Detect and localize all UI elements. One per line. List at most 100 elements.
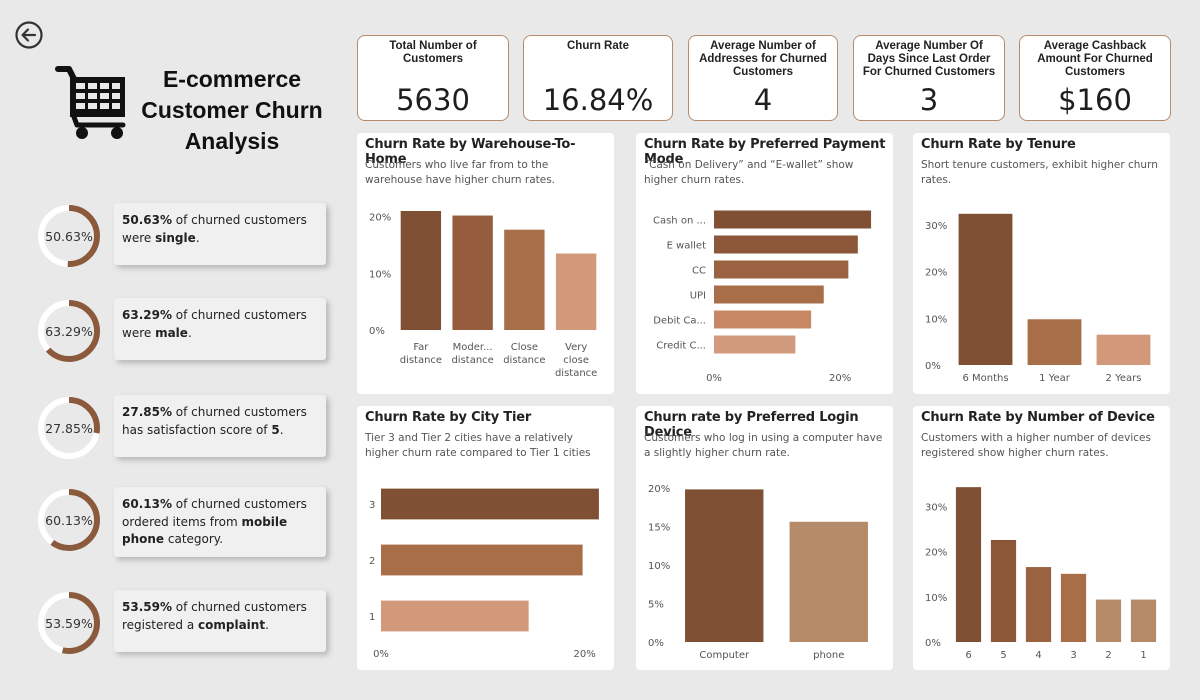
ring-progress [38, 592, 100, 654]
y-tick-label: 10% [925, 314, 947, 325]
chart-subtitle: Tier 3 and Tier 2 cities have a relative… [365, 432, 591, 459]
stat-tail: category. [164, 532, 224, 546]
chart-payment: Cash on ... E wallet CC UPI Debit Ca... Credi… [653, 210, 872, 384]
bar[interactable] [1027, 319, 1082, 365]
chart-panel-city: Churn Rate by City Tier Tier 3 and Tier … [357, 406, 614, 670]
bar[interactable] [714, 260, 849, 279]
x-tick-label: Moder... distance [451, 342, 493, 366]
stat-bold: single [155, 230, 196, 245]
ring-progress [38, 300, 100, 362]
x-tick-label: Close distance [503, 342, 545, 366]
bar[interactable] [1096, 334, 1151, 365]
stat-tail: . [279, 422, 284, 437]
chart-subtitle: Customers who log in using a computer ha… [644, 432, 883, 459]
y-tick-label: 0% [369, 326, 385, 337]
x-tick-label: 2 [1105, 650, 1111, 661]
x-tick-label: Computer [699, 650, 750, 661]
kpi-card-churn-rate: Churn Rate 16.84% [523, 35, 673, 121]
y-tick-label: 1 [369, 612, 375, 623]
chart-subtitle: Customers who live far from to the wareh… [365, 159, 556, 186]
y-tick-label: Cash on ... [653, 216, 706, 227]
ring-percent: 53.59% [45, 615, 93, 631]
chart-panel-tenure: Churn Rate by Tenure Short tenure custom… [913, 133, 1170, 394]
bar[interactable] [1060, 573, 1087, 642]
bar[interactable] [381, 488, 599, 520]
bar[interactable] [714, 335, 796, 354]
bar[interactable] [1130, 599, 1157, 642]
y-tick-label: 20% [648, 484, 670, 495]
kpi-card-total-customers: Total Number of Customers 5630 [357, 35, 509, 121]
kpi-card-days-since-order: Average Number Of Days Since Last Order … [853, 35, 1005, 121]
bar[interactable] [555, 253, 597, 331]
y-tick-label: 3 [369, 500, 375, 511]
x-tick-label: phone [813, 650, 844, 661]
y-tick-label: 0% [925, 638, 941, 649]
ring-percent: 27.85% [45, 420, 93, 436]
kpi-label: Average Number Of Days Since Last Order … [862, 40, 996, 78]
chart-title: Churn Rate by Preferred Payment Mode [644, 137, 886, 167]
title-line: E-commerce [162, 66, 302, 92]
kpi-card-avg-cashback: Average Cashback Amount For Churned Cust… [1019, 35, 1171, 121]
shopping-cart-icon [55, 66, 126, 139]
bar[interactable] [958, 213, 1013, 365]
stat-tail: . [195, 230, 200, 245]
stat-bold: mobile phone [122, 514, 288, 547]
ring-progress [38, 397, 100, 459]
donut-ring [38, 397, 100, 459]
kpi-value: 4 [753, 83, 773, 117]
y-tick-label: 10% [925, 593, 947, 604]
chart-subtitle: Short tenure customers, exhibit higher c… [921, 159, 1158, 186]
stat-bold: 5 [271, 422, 280, 437]
y-tick-label: 0% [925, 361, 941, 372]
bar[interactable] [789, 521, 868, 642]
stat-card: 60.13% of churned customers ordered item… [114, 487, 326, 557]
stat-text: of churned customers ordered items from [122, 497, 307, 529]
bar[interactable] [452, 215, 493, 330]
y-tick-label: 5% [648, 599, 664, 610]
stat-lead: 63.29% [122, 308, 172, 322]
bar[interactable] [714, 210, 872, 229]
stat-bold: complaint [198, 617, 266, 632]
x-tick-label: 2 Years [1106, 373, 1142, 384]
chart-subtitle: “Cash on Delivery” and “E-wallet” show h… [644, 159, 854, 186]
chart-subtitle: Customers with a higher number of device… [921, 432, 1151, 459]
y-tick-label: 2 [369, 556, 375, 567]
bar[interactable] [714, 310, 812, 329]
kpi-label: Churn Rate [567, 40, 629, 52]
bar[interactable] [504, 229, 545, 330]
y-tick-label: 10% [648, 561, 670, 572]
y-tick-label: Credit C... [656, 341, 706, 352]
kpi-value: 3 [919, 83, 939, 117]
chart-title: Churn Rate by Number of Device [921, 410, 1155, 425]
x-tick-label: 20% [829, 373, 851, 384]
x-tick-label: 6 Months [962, 373, 1008, 384]
bar[interactable] [381, 544, 583, 576]
page-title: E-commerce Customer Churn Analysis [132, 64, 332, 157]
bar[interactable] [955, 487, 982, 642]
chart-title: Churn Rate by Tenure [921, 137, 1076, 152]
stat-row-complaint: 53.59% 53.59% of churned customers regis… [36, 590, 336, 662]
stat-lead: 27.85% [122, 405, 172, 419]
stat-card: 53.59% of churned customers registered a… [114, 590, 326, 652]
chart-warehouse: 0% 10% 20% Far distance Moder... distance Close… [369, 211, 597, 379]
stat-text: of churned customers registered a [122, 600, 307, 632]
y-tick-label: 10% [369, 269, 391, 280]
y-tick-label: 0% [648, 638, 664, 649]
ring-progress [38, 205, 100, 267]
bar[interactable] [685, 489, 764, 642]
ring-percent: 50.63% [45, 228, 93, 244]
y-tick-label: 20% [925, 268, 947, 279]
chart-login: 0% 5% 10% 15% 20% Computer phone [648, 484, 868, 661]
bar[interactable] [381, 600, 529, 632]
bar[interactable] [1095, 599, 1122, 642]
bar[interactable] [714, 235, 858, 254]
kpi-card-avg-addresses: Average Number of Addresses for Churned … [688, 35, 838, 121]
bar[interactable] [400, 211, 442, 330]
stat-lead: 60.13% [122, 497, 172, 511]
bar[interactable] [1025, 567, 1052, 642]
bar[interactable] [714, 285, 824, 304]
x-tick-label: Far distance [400, 342, 442, 366]
stat-tail: . [187, 325, 192, 340]
arrow-left-circle-icon[interactable] [14, 20, 44, 50]
bar[interactable] [990, 539, 1017, 642]
